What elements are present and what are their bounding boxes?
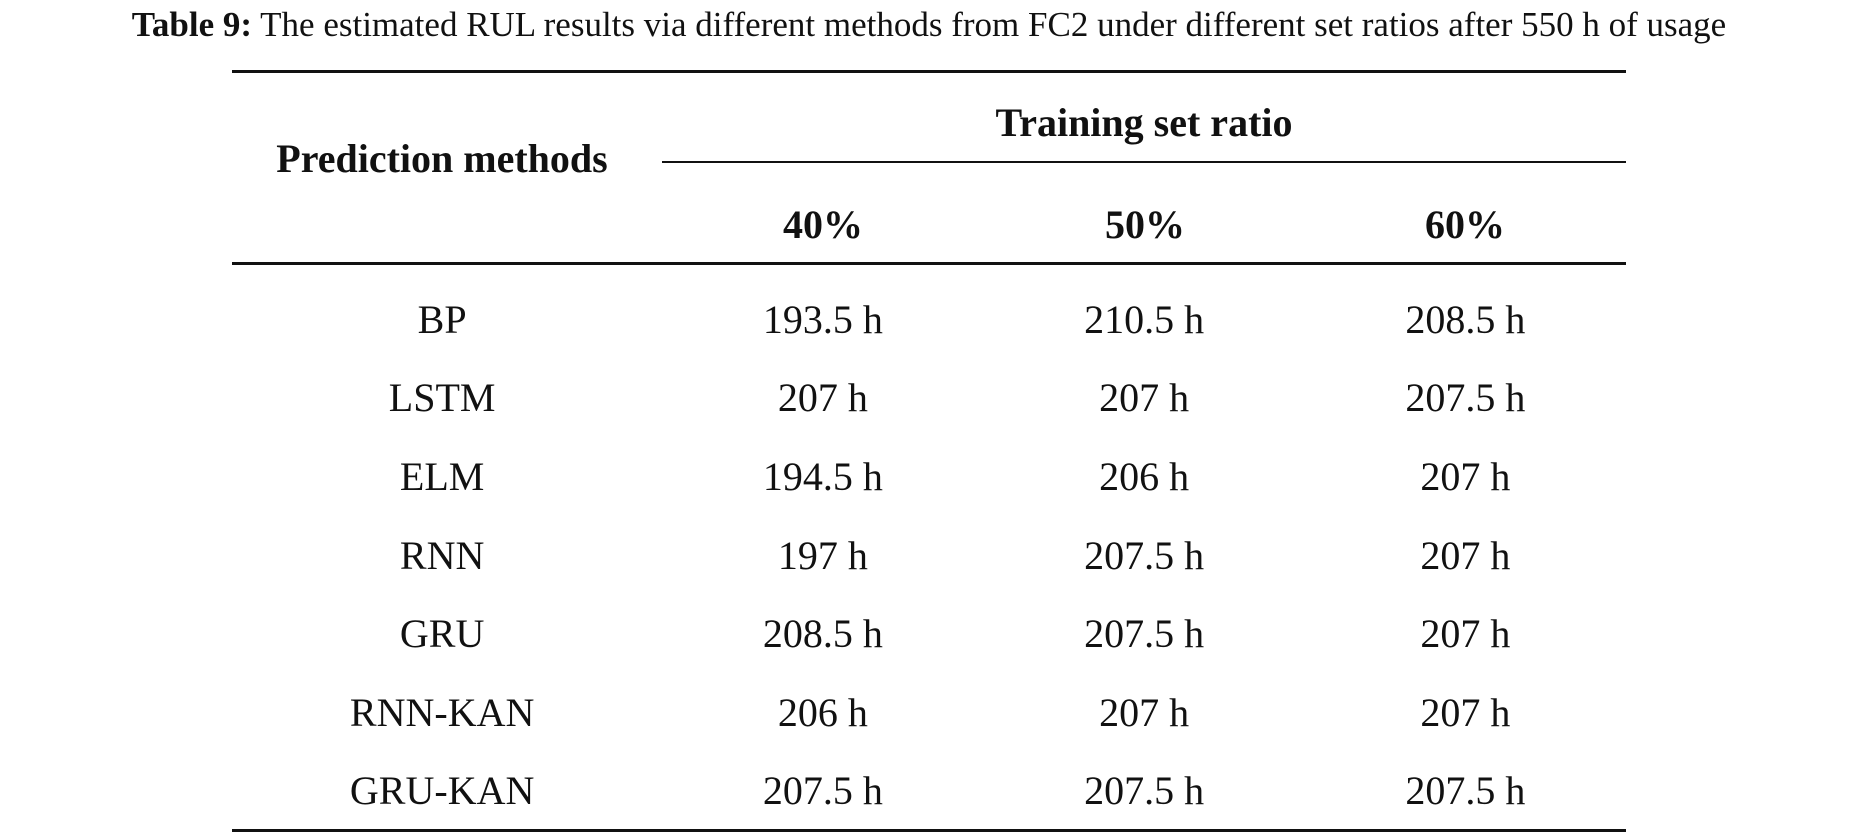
header-col-3: 60% (1425, 202, 1505, 247)
value-cell: 193.5 h (762, 296, 883, 342)
table-top-rule (232, 70, 1626, 73)
value-cell: 207.5 h (1084, 532, 1205, 578)
header-group-rule (662, 161, 1626, 163)
value-cell: 207.5 h (1084, 768, 1205, 814)
value-cell: 207 h (1099, 689, 1190, 735)
table-row: GRU-KAN 207.5 h 207.5 h 207.5 h (232, 752, 1626, 831)
table-row: BP 193.5 h 210.5 h 208.5 h (232, 280, 1626, 359)
value-cell: 207.5 h (1084, 611, 1205, 657)
value-cell: 207 h (1099, 375, 1190, 421)
value-cell: 207 h (1420, 689, 1511, 735)
value-cell: 197 h (777, 532, 868, 578)
value-cell: 207.5 h (1405, 375, 1526, 421)
header-prediction-methods: Prediction methods (276, 136, 608, 181)
method-cell: ELM (399, 453, 485, 499)
header-training-set-ratio: Training set ratio (995, 100, 1293, 145)
method-cell: LSTM (388, 375, 496, 421)
table-caption: Table 9: The estimated RUL results via d… (0, 4, 1858, 46)
value-cell: 207 h (1420, 453, 1511, 499)
table-header-rule (232, 262, 1626, 265)
table-row: GRU 208.5 h 207.5 h 207 h (232, 594, 1626, 673)
value-cell: 206 h (1099, 453, 1190, 499)
method-cell: GRU (399, 611, 485, 657)
header-col-1: 40% (783, 202, 863, 247)
value-cell: 210.5 h (1084, 296, 1205, 342)
value-cell: 207.5 h (1405, 768, 1526, 814)
method-cell: GRU-KAN (349, 768, 535, 814)
method-cell: BP (417, 296, 467, 342)
table-row: RNN-KAN 206 h 207 h 207 h (232, 673, 1626, 752)
results-table: BP 193.5 h 210.5 h 208.5 h LSTM 207 h 20… (232, 280, 1626, 830)
value-cell: 208.5 h (1405, 296, 1526, 342)
header-col-2: 50% (1105, 202, 1185, 247)
table-caption-label: Table 9: (131, 5, 253, 44)
value-cell: 207 h (777, 375, 868, 421)
method-cell: RNN-KAN (349, 689, 535, 735)
table-caption-text: The estimated RUL results via different … (260, 5, 1727, 44)
table-row: ELM 194.5 h 206 h 207 h (232, 437, 1626, 516)
value-cell: 207 h (1420, 611, 1511, 657)
table-row: LSTM 207 h 207 h 207.5 h (232, 359, 1626, 438)
value-cell: 208.5 h (762, 611, 883, 657)
value-cell: 207.5 h (762, 768, 883, 814)
value-cell: 194.5 h (762, 453, 883, 499)
method-cell: RNN (399, 532, 485, 578)
table-row: RNN 197 h 207.5 h 207 h (232, 516, 1626, 595)
value-cell: 207 h (1420, 532, 1511, 578)
value-cell: 206 h (777, 689, 868, 735)
table-bottom-rule (232, 829, 1626, 832)
